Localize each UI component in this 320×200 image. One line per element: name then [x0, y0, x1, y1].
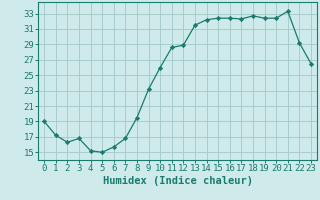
X-axis label: Humidex (Indice chaleur): Humidex (Indice chaleur) — [103, 176, 252, 186]
